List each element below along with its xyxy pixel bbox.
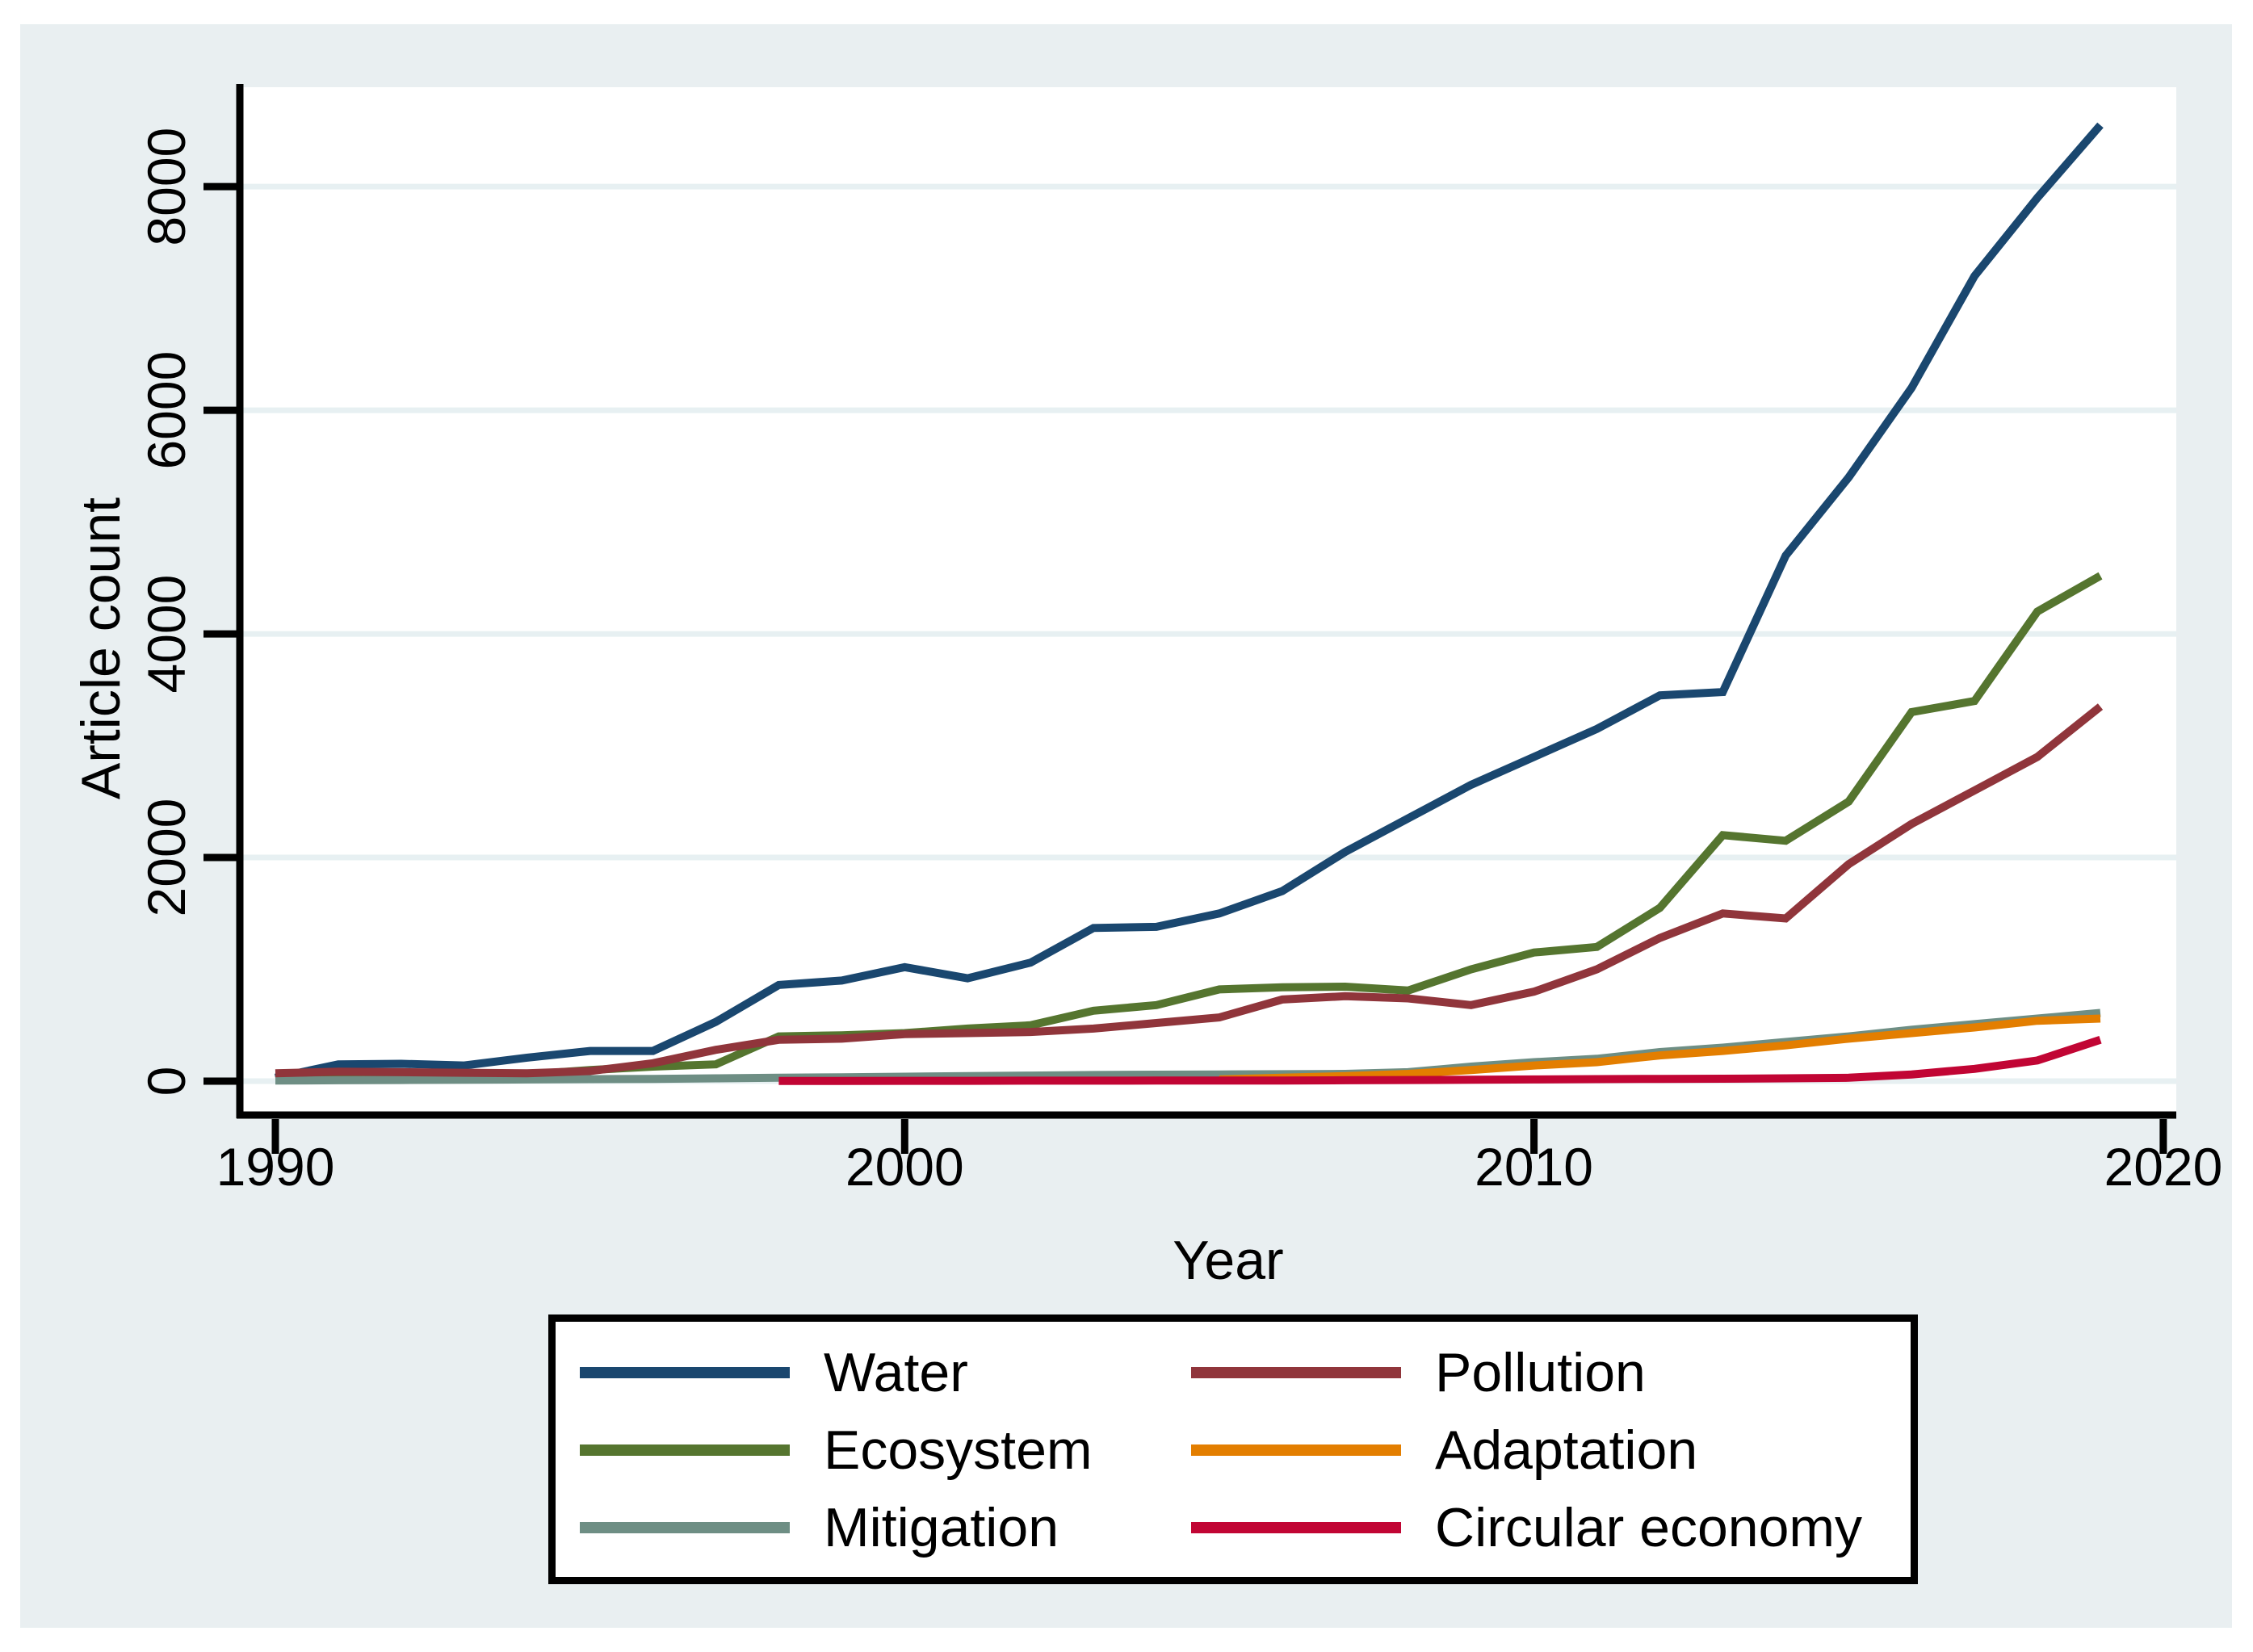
x-tick-label: 2000 xyxy=(845,1137,964,1197)
y-tick-label: 8000 xyxy=(136,128,196,246)
y-tick-label: 6000 xyxy=(136,351,196,470)
chart-canvas: 0 2000 4000 6000 8000 1990 2000 2010 2020 Year A… xyxy=(20,24,2232,1628)
legend-box: Water Pollution Ecosystem Adaptation Mit… xyxy=(548,1314,1918,1584)
legend-label: Pollution xyxy=(1435,1342,1646,1403)
adaptation-line-swatch xyxy=(1191,1444,1401,1456)
legend-item-adaptation: Adaptation xyxy=(1191,1411,1911,1489)
water-line-swatch xyxy=(580,1367,790,1378)
circular-economy-line-swatch xyxy=(1191,1522,1401,1533)
plot-area: 0 2000 4000 6000 8000 1990 2000 2010 2020 xyxy=(136,84,2222,1197)
ecosystem-line-swatch xyxy=(580,1444,790,1456)
plot-background xyxy=(240,87,2176,1115)
y-tick-label: 0 xyxy=(136,1067,196,1096)
legend-item-mitigation: Mitigation xyxy=(556,1489,1191,1566)
x-tick-label: 2010 xyxy=(1475,1137,1593,1197)
x-tick-label: 1990 xyxy=(216,1137,335,1197)
legend-label: Adaptation xyxy=(1435,1419,1698,1481)
x-axis-title: Year xyxy=(1173,1230,1284,1291)
legend-item-pollution: Pollution xyxy=(1191,1334,1911,1411)
series-line-adaptation xyxy=(1219,1014,2101,1084)
mitigation-line-swatch xyxy=(580,1522,790,1533)
legend-item-ecosystem: Ecosystem xyxy=(556,1411,1191,1489)
series-line-circular-economy xyxy=(778,1036,2102,1085)
y-tick-label: 2000 xyxy=(136,799,196,917)
series-line-pollution xyxy=(275,703,2104,1078)
legend-item-water: Water xyxy=(556,1334,1191,1411)
pollution-line-swatch xyxy=(1191,1367,1401,1378)
series-line-water xyxy=(274,122,2104,1082)
legend-label: Water xyxy=(824,1342,968,1403)
legend-item-circular-economy: Circular economy xyxy=(1191,1489,1911,1566)
legend-label: Circular economy xyxy=(1435,1497,1863,1558)
x-tick-label: 2020 xyxy=(2104,1137,2222,1197)
y-axis-title: Article count xyxy=(70,497,132,800)
y-tick-label: 4000 xyxy=(136,575,196,694)
legend-label: Ecosystem xyxy=(824,1419,1093,1481)
legend-label: Mitigation xyxy=(824,1497,1059,1558)
